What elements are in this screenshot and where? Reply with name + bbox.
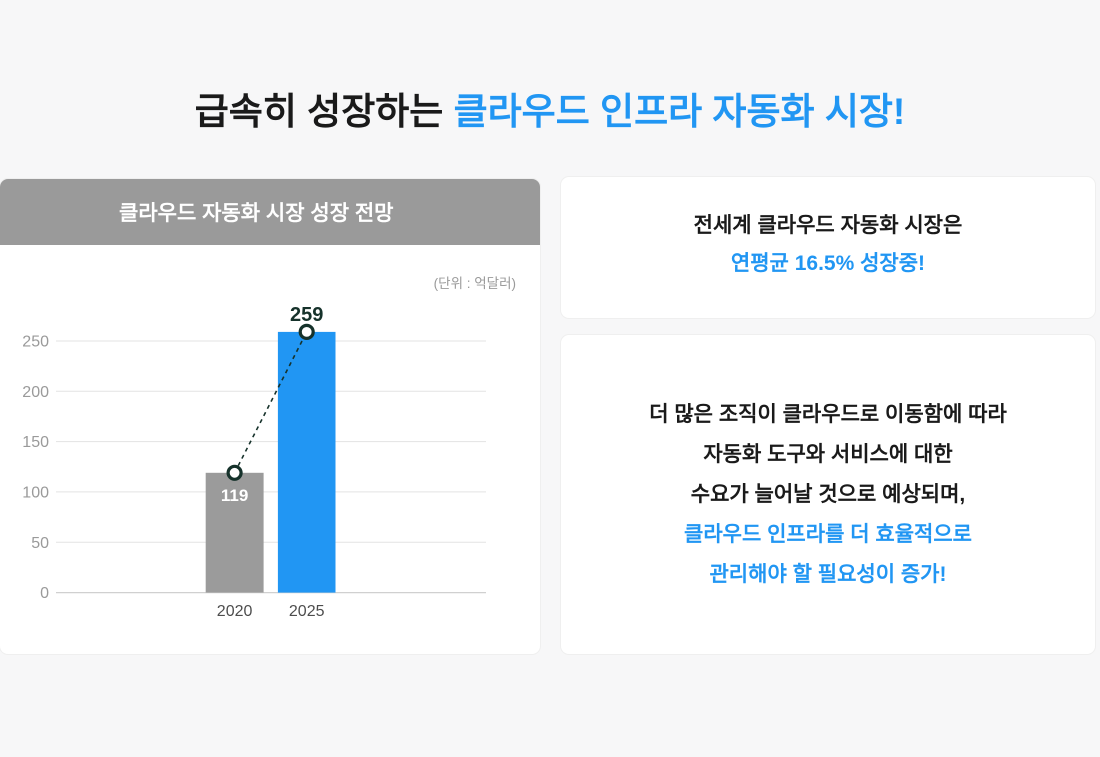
svg-text:150: 150 [22, 434, 49, 451]
svg-text:259: 259 [290, 304, 323, 326]
svg-text:100: 100 [22, 484, 49, 501]
svg-text:50: 50 [31, 535, 49, 552]
svg-text:2020: 2020 [217, 603, 253, 620]
svg-text:0: 0 [40, 585, 49, 602]
svg-text:200: 200 [22, 384, 49, 401]
svg-text:2025: 2025 [289, 603, 325, 620]
svg-text:119: 119 [221, 486, 248, 505]
svg-text:250: 250 [22, 334, 49, 351]
